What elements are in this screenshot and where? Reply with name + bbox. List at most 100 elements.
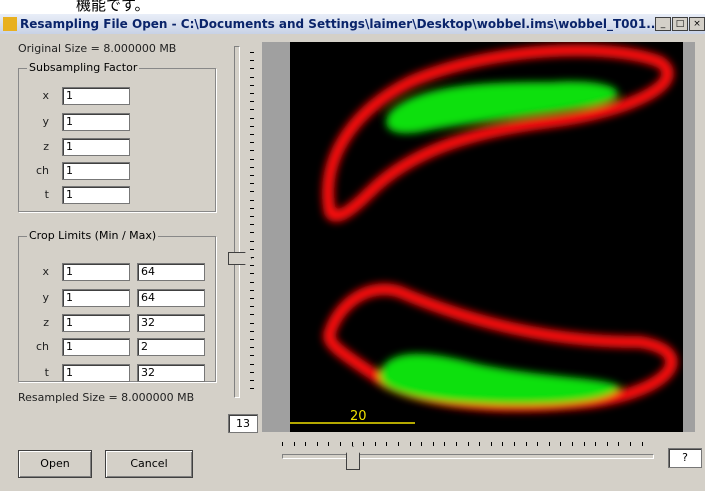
tick (340, 442, 341, 446)
tick (250, 77, 254, 78)
tick (250, 159, 254, 160)
resampled-size: Resampled Size = 8.000000 MB (18, 391, 194, 404)
text-input[interactable]: 1 (62, 364, 130, 382)
time-slider-track (282, 454, 654, 459)
tick (250, 60, 254, 61)
tick (607, 442, 608, 446)
tick (250, 216, 254, 217)
time-ticks (282, 442, 652, 450)
tick (456, 442, 457, 446)
text-input[interactable]: 64 (137, 289, 205, 307)
tick (549, 442, 550, 446)
tick (250, 249, 254, 250)
field-label: y (29, 291, 49, 304)
dialog: Resampling File Open - C:\Documents and … (0, 14, 705, 491)
tick (250, 339, 254, 340)
tick (386, 442, 387, 446)
tick (250, 142, 254, 143)
tick (630, 442, 631, 446)
tick (444, 442, 445, 446)
title-bar: Resampling File Open - C:\Documents and … (0, 14, 705, 34)
tick (502, 442, 503, 446)
tick (618, 442, 619, 446)
field-label: ch (29, 340, 49, 353)
tick (250, 241, 254, 242)
tick (250, 118, 254, 119)
tick (250, 150, 254, 151)
text-input[interactable]: 2 (137, 338, 205, 356)
maximize-button[interactable]: □ (672, 17, 688, 31)
text-input[interactable]: 1 (62, 314, 130, 332)
text-input[interactable]: 1 (62, 289, 130, 307)
text-input[interactable]: 1 (62, 338, 130, 356)
tick (250, 314, 254, 315)
text-input[interactable]: 1 (62, 162, 130, 180)
page: 機能です。 Resampling File Open - C:\Document… (0, 0, 705, 491)
text-input[interactable]: 1 (62, 263, 130, 281)
field-label: x (29, 265, 49, 278)
field-label: t (29, 366, 49, 379)
tick (595, 442, 596, 446)
tick (328, 442, 329, 446)
tick (250, 290, 254, 291)
text-input[interactable]: 32 (137, 314, 205, 332)
minimize-button[interactable]: _ (655, 17, 671, 31)
tick (250, 101, 254, 102)
app-icon (3, 17, 17, 31)
close-button[interactable]: × (689, 17, 705, 31)
tick (250, 183, 254, 184)
tick (250, 208, 254, 209)
tick (491, 442, 492, 446)
tick (537, 442, 538, 446)
tick (642, 442, 643, 446)
tick (282, 442, 283, 446)
tick (250, 380, 254, 381)
text-input[interactable]: 64 (137, 263, 205, 281)
tick (398, 442, 399, 446)
tick (363, 442, 364, 446)
window-title: Resampling File Open - C:\Documents and … (20, 17, 660, 31)
group-title: Crop Limits (Min / Max) (27, 229, 158, 242)
tick (250, 134, 254, 135)
tick (317, 442, 318, 446)
tick (410, 442, 411, 446)
tick (250, 273, 254, 274)
tick (560, 442, 561, 446)
tick (352, 442, 353, 446)
tick (250, 364, 254, 365)
tick (250, 68, 254, 69)
tick (250, 191, 254, 192)
text-input[interactable]: 1 (62, 87, 130, 105)
tick (250, 224, 254, 225)
cancel-button[interactable]: Cancel (105, 450, 193, 478)
tick (305, 442, 306, 446)
text-input[interactable]: 1 (62, 138, 130, 156)
slice-value[interactable]: 13 (228, 414, 258, 433)
slice-slider-thumb[interactable] (228, 252, 252, 265)
tick (250, 306, 254, 307)
tick (433, 442, 434, 446)
tick (250, 372, 254, 373)
field-label: x (29, 89, 49, 102)
time-value[interactable]: ? (668, 448, 702, 468)
tick (584, 442, 585, 446)
field-label: t (29, 188, 49, 201)
tick (572, 442, 573, 446)
text-input[interactable]: 32 (137, 364, 205, 382)
open-button[interactable]: Open (18, 450, 92, 478)
tick (250, 298, 254, 299)
image: 20 (290, 42, 683, 432)
tick (250, 323, 254, 324)
text-input[interactable]: 1 (62, 113, 130, 131)
group-title: Subsampling Factor (27, 61, 139, 74)
tick (250, 52, 254, 53)
subsampling-group: Subsampling Factor x1y1z1ch1t1 (18, 68, 216, 212)
tick (250, 175, 254, 176)
tick (250, 388, 254, 389)
tick (250, 265, 254, 266)
tick (514, 442, 515, 446)
tick (250, 200, 254, 201)
slice-slider-track (234, 46, 240, 398)
text-input[interactable]: 1 (62, 186, 130, 204)
